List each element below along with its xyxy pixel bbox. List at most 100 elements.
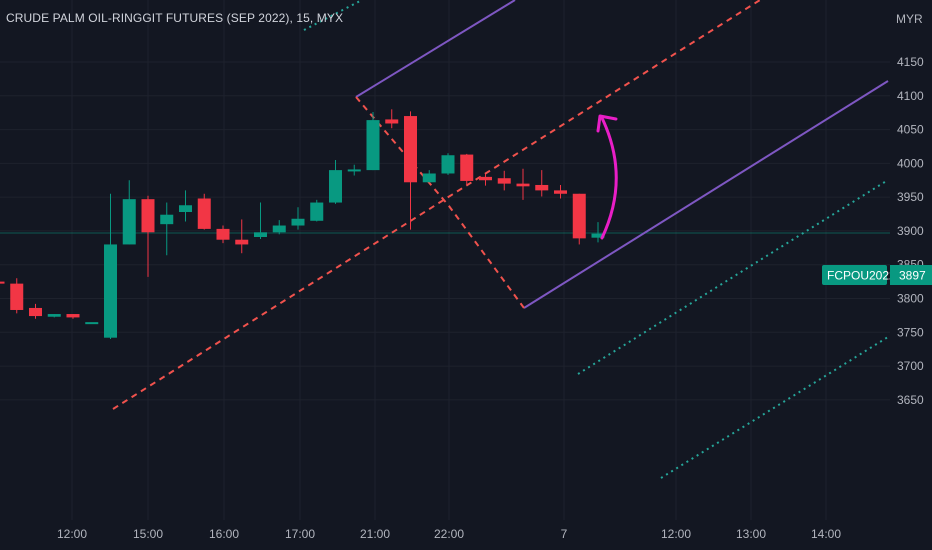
- candle-body: [422, 173, 436, 183]
- candle-body: [554, 190, 567, 194]
- channel-lower-line[interactable]: [523, 80, 889, 309]
- x-tick-label: 21:00: [360, 527, 390, 541]
- candle[interactable]: [441, 153, 455, 175]
- candle[interactable]: [535, 170, 549, 197]
- x-tick-label: 22:00: [434, 527, 464, 541]
- candle[interactable]: [347, 164, 361, 176]
- pitchfork-drawing[interactable]: [112, 0, 889, 479]
- candle-body: [460, 154, 474, 181]
- y-tick-label: 4050: [897, 123, 924, 137]
- x-tick-label: 12:00: [661, 527, 691, 541]
- y-tick-label: 4150: [897, 55, 924, 69]
- candle-body: [291, 218, 305, 226]
- price-axis[interactable]: 4150410040504000395039003850380037503700…: [897, 55, 924, 407]
- y-tick-label: 4100: [897, 89, 924, 103]
- candle-body: [47, 314, 61, 317]
- dotted-line-top[interactable]: [303, 0, 363, 31]
- y-tick-label: 3750: [897, 325, 924, 339]
- currency-label: MYR: [896, 12, 923, 26]
- candle[interactable]: [235, 219, 249, 254]
- candle[interactable]: [404, 111, 417, 230]
- candle[interactable]: [104, 193, 117, 340]
- candle[interactable]: [66, 314, 80, 319]
- candle-body: [104, 244, 117, 338]
- candle[interactable]: [141, 195, 155, 277]
- candle[interactable]: [516, 168, 530, 200]
- candle-body: [85, 322, 99, 325]
- candle-body: [310, 202, 324, 221]
- candle[interactable]: [479, 174, 492, 186]
- candle[interactable]: [385, 109, 399, 129]
- candle-body: [29, 307, 42, 317]
- candle[interactable]: [254, 202, 267, 240]
- candle[interactable]: [85, 322, 99, 325]
- candle-body: [572, 193, 586, 239]
- candle-body: [272, 225, 286, 233]
- y-tick-label: 3700: [897, 359, 924, 373]
- x-tick-label: 13:00: [736, 527, 766, 541]
- symbol-tag-text: FCPOU2022: [827, 269, 896, 283]
- up-arrow-annotation[interactable]: [596, 114, 618, 240]
- candle-body: [404, 116, 417, 183]
- y-tick-label: 3950: [897, 190, 924, 204]
- candle[interactable]: [554, 184, 567, 199]
- x-tick-label: 17:00: [285, 527, 315, 541]
- candle-body: [141, 199, 155, 233]
- candle[interactable]: [497, 170, 511, 191]
- dotted-line-bottom[interactable]: [660, 336, 889, 479]
- candle-body: [535, 184, 549, 191]
- y-tick-label: 3900: [897, 224, 924, 238]
- candle-body: [66, 314, 80, 318]
- candle-body: [366, 120, 380, 171]
- candle[interactable]: [10, 278, 24, 314]
- channel-upper-line[interactable]: [355, 0, 516, 98]
- candle-body: [385, 119, 399, 124]
- last-price-value: 3897: [899, 269, 926, 283]
- candle[interactable]: [29, 303, 42, 319]
- last-price-box: [890, 265, 932, 285]
- x-tick-label: 14:00: [811, 527, 841, 541]
- candle-body: [179, 205, 192, 213]
- candle-body: [122, 199, 136, 245]
- candle[interactable]: [329, 159, 342, 204]
- candle-body: [160, 214, 174, 225]
- arrow-head: [596, 114, 618, 133]
- candle[interactable]: [47, 314, 61, 318]
- candle-body: [347, 169, 361, 172]
- candle[interactable]: [197, 193, 211, 230]
- y-tick-label: 3800: [897, 291, 924, 305]
- time-axis[interactable]: 12:00 15:00 16:00 17:00 21:00 22:00 7 12:00 13:0…: [57, 527, 841, 541]
- candle[interactable]: [0, 273, 5, 312]
- dotted-line-mid[interactable]: [577, 179, 889, 375]
- candle-body: [0, 281, 5, 284]
- candle[interactable]: [216, 225, 230, 244]
- candle-body: [516, 183, 530, 187]
- candle[interactable]: [460, 153, 474, 185]
- candle-body: [254, 232, 267, 238]
- candle[interactable]: [310, 199, 324, 222]
- symbol-tag-box: [822, 265, 887, 285]
- candle[interactable]: [272, 220, 286, 235]
- candle-body: [329, 170, 342, 203]
- candle[interactable]: [160, 202, 174, 256]
- candle[interactable]: [572, 193, 586, 245]
- candle-body: [235, 239, 249, 245]
- y-tick-label: 3650: [897, 393, 924, 407]
- candle-body: [216, 228, 230, 240]
- candle[interactable]: [179, 190, 192, 222]
- candle[interactable]: [422, 170, 436, 183]
- last-price-tag: FCPOU2022 3897: [822, 265, 932, 285]
- x-tick-label: 7: [561, 527, 568, 541]
- candle[interactable]: [122, 180, 136, 245]
- candle-body: [497, 178, 511, 184]
- arrow-curve: [600, 116, 618, 240]
- x-tick-label: 15:00: [133, 527, 163, 541]
- pattern-dashed-line[interactable]: [355, 96, 525, 309]
- candle[interactable]: [591, 222, 605, 243]
- candle[interactable]: [291, 207, 305, 230]
- candle-body: [10, 283, 24, 310]
- candle[interactable]: [366, 112, 380, 171]
- x-tick-label: 12:00: [57, 527, 87, 541]
